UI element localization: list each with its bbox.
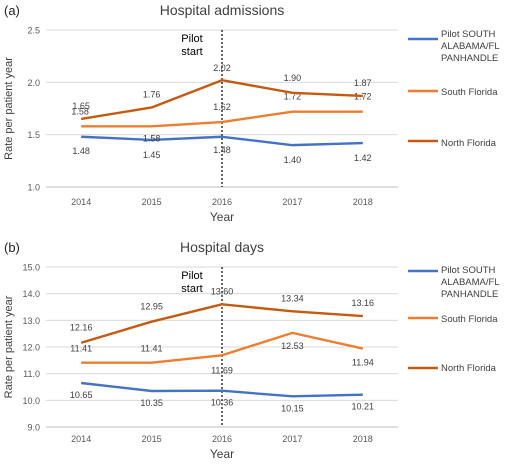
x-tick-label: 2017 (282, 434, 302, 444)
y-axis-title: Rate per patient year (3, 57, 15, 160)
x-tick-label: 2018 (353, 434, 373, 444)
chart-panel-days: (b) Hospital days 9.0 10.0 11.0 12.0 13.0 14.0 1… (3, 239, 500, 461)
y-tick-label: 2.5 (27, 26, 40, 36)
y-axis-title: Rate per patient year (3, 295, 15, 398)
y-tick-label: 14.0 (22, 289, 40, 299)
legend-entry: North Florida (441, 138, 497, 149)
data-label: 1.87 (354, 78, 372, 88)
x-tick-label: 2018 (353, 197, 373, 207)
data-label: 10.21 (352, 402, 375, 412)
legend-entry: North Florida (441, 363, 497, 374)
data-label: 2.02 (213, 63, 231, 73)
y-tick-label: 15.0 (22, 263, 40, 273)
y-tick-label: 2.0 (27, 78, 40, 88)
data-label: 13.34 (281, 293, 304, 303)
legend-entry: Pilot SOUTH ALABAMA/FL PANHANDLE (441, 29, 500, 64)
data-label: 1.72 (354, 92, 372, 102)
data-label: 1.65 (72, 101, 90, 111)
x-tick-label: 2014 (71, 434, 91, 444)
data-label: 1.40 (284, 155, 302, 165)
x-tick-label: 2015 (142, 197, 162, 207)
x-tick-label: 2015 (142, 434, 162, 444)
data-label: 11.41 (70, 344, 92, 354)
x-tick-label: 2014 (71, 197, 91, 207)
data-label: 11.41 (141, 344, 163, 354)
data-label: 10.35 (140, 398, 163, 408)
y-tick-label: 1.0 (27, 183, 40, 193)
data-label: 12.95 (140, 302, 163, 312)
y-tick-label: 11.0 (23, 369, 40, 379)
y-tick-label: 10.0 (22, 396, 40, 406)
x-axis-title: Year (210, 210, 234, 224)
pilot-start-annotation: Pilot start (181, 33, 202, 58)
data-label: 11.94 (352, 358, 374, 368)
data-label: 1.62 (213, 102, 231, 112)
y-tick-label: 1.5 (27, 130, 40, 140)
legend-entry: South Florida (441, 314, 498, 325)
chart-panel-admissions: (a) Hospital admissions 1.0 1.5 2.0 2.5 2014 20… (3, 2, 500, 224)
chart-title: Hospital admissions (160, 2, 285, 18)
data-label: 1.90 (284, 73, 302, 83)
x-tick-label: 2016 (212, 197, 232, 207)
data-label: 12.53 (281, 341, 304, 351)
data-label: 1.72 (284, 92, 302, 102)
data-label: 1.76 (143, 89, 161, 99)
data-label: 1.48 (72, 146, 90, 156)
x-axis-title: Year (210, 447, 234, 461)
y-tick-label: 9.0 (27, 423, 40, 433)
y-tick-label: 12.0 (22, 343, 40, 353)
data-label: 1.58 (71, 106, 89, 116)
data-label: 1.45 (143, 150, 161, 160)
data-label: 1.42 (354, 153, 372, 163)
data-label: 1.58 (143, 133, 161, 143)
panel-label: (b) (4, 240, 20, 255)
data-label: 13.16 (352, 298, 375, 308)
data-label: 11.69 (211, 365, 233, 375)
panel-label: (a) (4, 3, 20, 18)
x-tick-label: 2016 (212, 434, 232, 444)
data-label: 10.65 (70, 390, 93, 400)
y-tick-label: 13.0 (22, 316, 40, 326)
data-label: 13.60 (211, 286, 234, 296)
data-label: 10.15 (281, 403, 304, 413)
data-label: 12.16 (70, 323, 93, 333)
legend-entry: South Florida (441, 87, 498, 98)
data-label: 1.48 (213, 145, 231, 155)
x-tick-label: 2017 (282, 197, 302, 207)
chart-title: Hospital days (180, 239, 264, 255)
data-label: 10.36 (211, 398, 234, 408)
pilot-start-annotation: Pilot start (181, 270, 202, 295)
legend-entry: Pilot SOUTH ALABAMA/FL PANHANDLE (441, 265, 500, 300)
